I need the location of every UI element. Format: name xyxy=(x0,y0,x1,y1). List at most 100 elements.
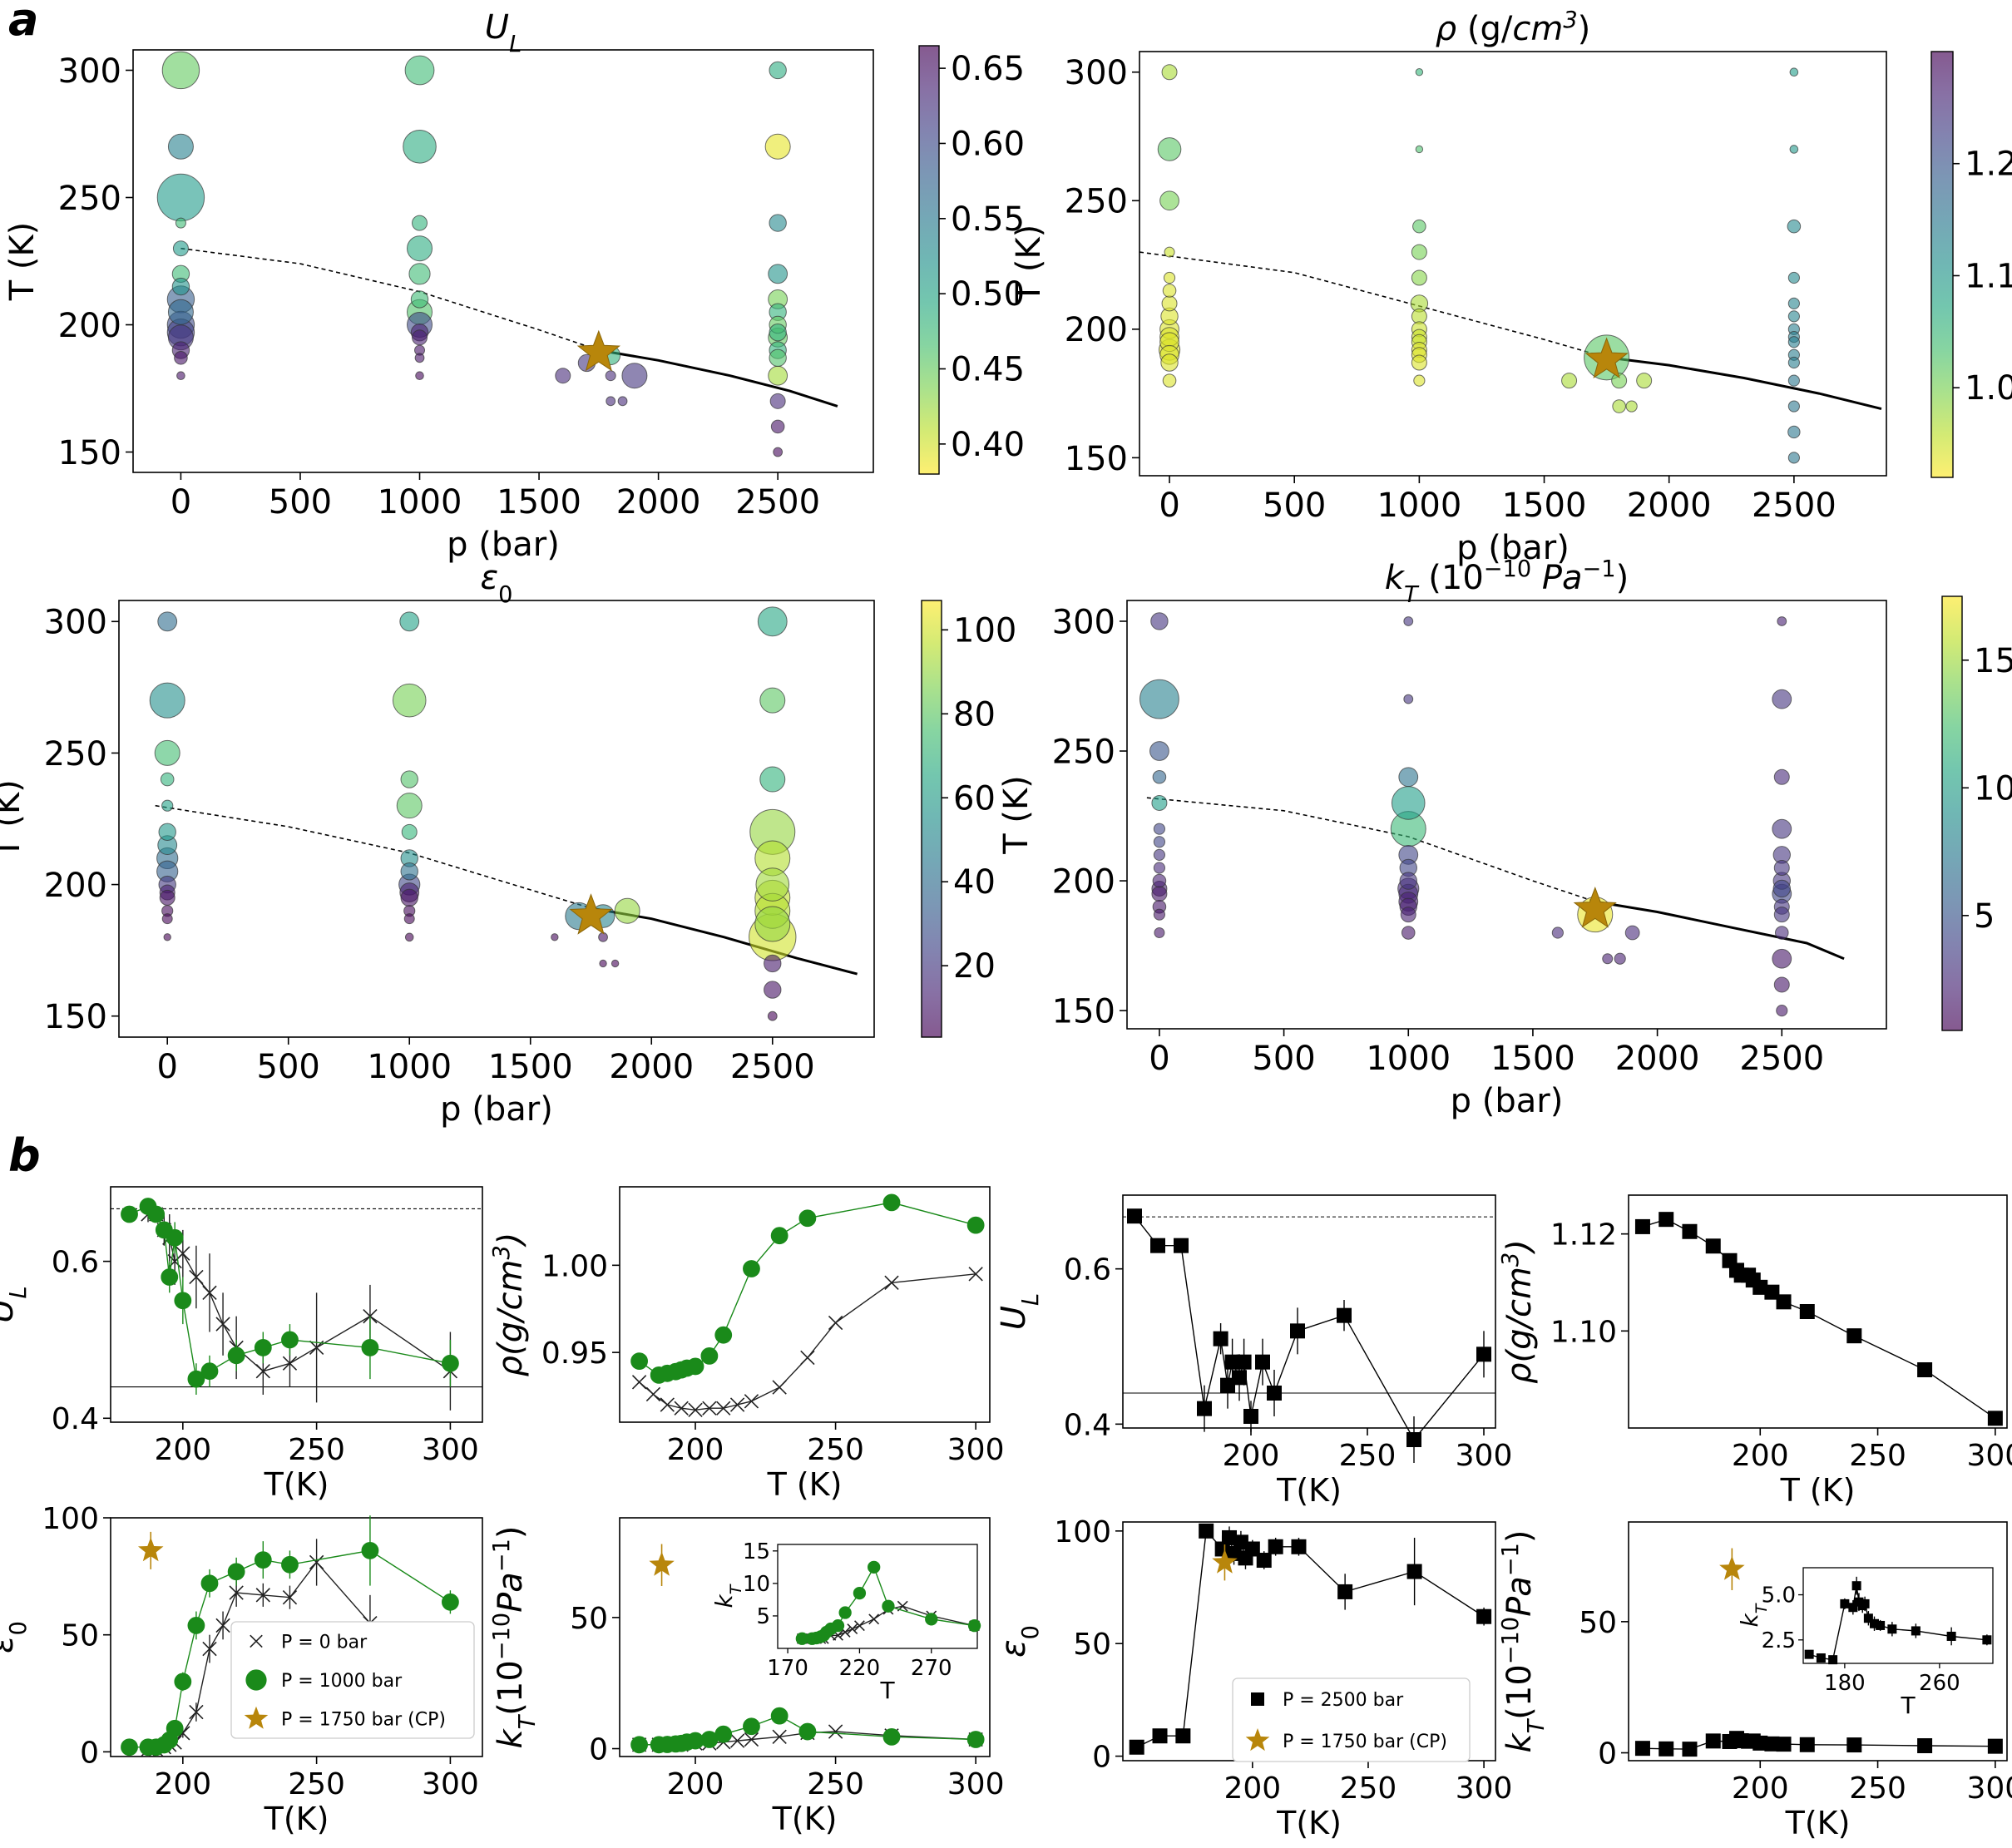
data-point xyxy=(412,215,428,231)
y-axis-label-part: L xyxy=(1018,1293,1044,1306)
chart-title-part: ρ xyxy=(1436,10,1456,48)
data-point xyxy=(1476,1608,1492,1624)
y-axis-label-part: U xyxy=(0,1298,21,1322)
data-point xyxy=(764,133,791,160)
data-point xyxy=(770,1227,788,1245)
data-point xyxy=(1153,862,1166,874)
x-tick-label: 1000 xyxy=(378,483,462,521)
x-tick-label: 1500 xyxy=(488,1048,573,1086)
inset-x-tick-label: 270 xyxy=(911,1656,952,1681)
data-point xyxy=(606,396,616,407)
legend-box xyxy=(1232,1678,1471,1762)
legend-label: P = 2500 bar xyxy=(1283,1690,1404,1711)
inset-x-tick-label: 220 xyxy=(839,1656,881,1681)
inset-y-axis-label: kT xyxy=(1736,1603,1771,1627)
y-tick-label: 0.4 xyxy=(52,1402,99,1436)
y-tick-label: 0 xyxy=(1598,1737,1617,1771)
x-tick-label: 0 xyxy=(171,483,191,521)
x-tick-label: 2500 xyxy=(735,483,820,521)
widom-line-solid xyxy=(1594,900,1845,961)
inset-y-axis-label-part: k xyxy=(1736,1612,1763,1627)
data-point xyxy=(1153,836,1166,848)
data-point xyxy=(410,290,429,309)
data-point xyxy=(1773,976,1790,993)
data-point xyxy=(1614,952,1626,965)
data-point xyxy=(161,799,174,812)
data-point xyxy=(174,1673,192,1691)
data-point xyxy=(798,1209,817,1228)
y-tick-label: 250 xyxy=(1065,183,1128,221)
y-tick-label: 200 xyxy=(44,867,107,905)
data-point xyxy=(1337,1307,1352,1323)
y-tick-label: 0 xyxy=(80,1736,99,1770)
x-tick-label: 1000 xyxy=(1366,1040,1451,1078)
data-point xyxy=(1625,400,1638,413)
data-point xyxy=(1624,925,1640,941)
data-point xyxy=(392,683,427,718)
x-axis-label: T(K) xyxy=(1276,1805,1342,1841)
data-point xyxy=(200,1362,219,1381)
legend-star xyxy=(244,1706,269,1729)
data-point xyxy=(1268,1539,1283,1554)
data-point xyxy=(1561,373,1578,389)
data-point xyxy=(229,1585,244,1600)
data-point xyxy=(1870,1618,1879,1628)
y-axis-label-part: ε xyxy=(0,1635,21,1653)
data-point xyxy=(1917,1738,1933,1754)
data-point xyxy=(1232,1370,1247,1386)
data-point xyxy=(1236,1354,1252,1370)
legend: P = 2500 bar P = 1750 bar (CP) xyxy=(1232,1678,1471,1762)
data-point xyxy=(769,61,787,80)
chart-title-part: T xyxy=(1404,582,1420,608)
y-tick-label: 0.95 xyxy=(541,1337,608,1371)
x-axis-label: T(K) xyxy=(1276,1472,1342,1509)
data-point xyxy=(1776,1294,1792,1310)
x-tick-label: 1500 xyxy=(1490,1040,1575,1078)
data-point xyxy=(1773,859,1790,876)
data-point xyxy=(1772,689,1792,709)
data-point xyxy=(884,1275,899,1290)
data-point xyxy=(631,1375,647,1390)
data-point xyxy=(1251,1692,1264,1706)
chart-b3: 200 250 300 0.4 0.6 T(K) UL xyxy=(995,1194,1512,1509)
y-axis-label-part: (10 xyxy=(492,1660,530,1716)
data-point xyxy=(1127,1208,1142,1224)
data-point xyxy=(716,1401,731,1416)
critical-point-star xyxy=(576,329,620,372)
x-tick-label: 500 xyxy=(257,1048,320,1086)
legend-label: P = 1000 bar xyxy=(281,1671,403,1692)
colorbar xyxy=(921,600,942,1038)
data-point xyxy=(1401,926,1416,940)
x-tick-label: 2000 xyxy=(616,483,701,521)
x-axis-label: T(K) xyxy=(772,1801,838,1837)
y-tick-label: 50 xyxy=(61,1619,99,1653)
data-point xyxy=(1804,1649,1814,1659)
data-point xyxy=(1411,269,1427,286)
data-point xyxy=(172,240,189,257)
inset-y-tick-label: 5 xyxy=(756,1604,770,1629)
y-tick-label: 300 xyxy=(58,52,121,91)
data-point xyxy=(882,1727,901,1746)
chart-title-part: 3 xyxy=(1563,7,1577,33)
data-point xyxy=(1773,768,1790,785)
data-point xyxy=(1406,1432,1421,1447)
y-tick-label: 150 xyxy=(58,434,121,472)
x-tick-label: 2000 xyxy=(1627,487,1712,525)
axes-frame xyxy=(118,600,875,1038)
data-point xyxy=(611,959,620,968)
data-point xyxy=(1159,190,1179,211)
x-tick-label: 200 xyxy=(1732,1771,1789,1806)
y-tick-label: 250 xyxy=(1052,733,1115,771)
data-point xyxy=(158,823,176,842)
x-tick-label: 2000 xyxy=(1615,1040,1700,1078)
data-point xyxy=(868,1560,881,1574)
data-point xyxy=(882,1599,895,1613)
data-point xyxy=(1290,1323,1305,1339)
inset-y-tick-label: 2.5 xyxy=(1762,1628,1796,1653)
data-point xyxy=(255,1588,270,1603)
y-tick-label: 100 xyxy=(1054,1515,1111,1549)
data-point xyxy=(215,1317,230,1332)
colorbar xyxy=(1941,595,1963,1031)
inset-y-axis-label-part: T xyxy=(727,1584,745,1594)
